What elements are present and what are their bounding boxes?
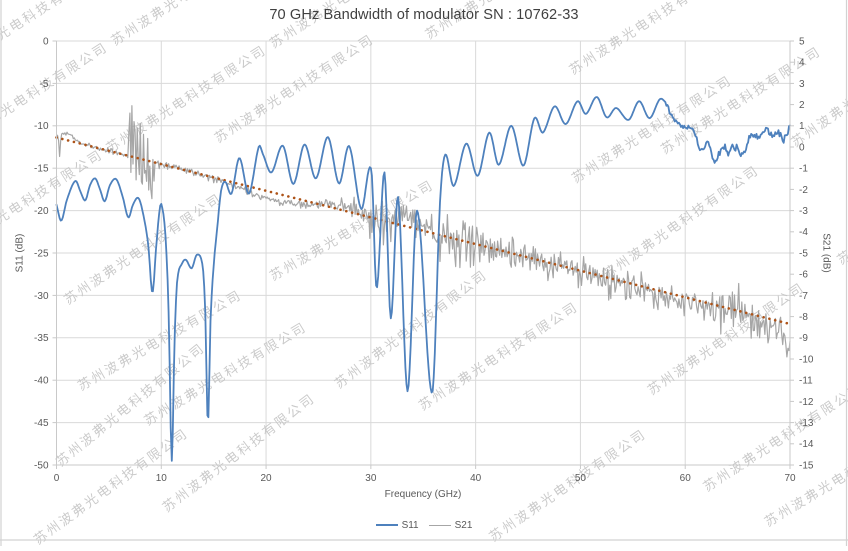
right-tick-label: -9: [799, 333, 808, 344]
right-tick-label: -4: [799, 227, 808, 238]
s11-curve: [55, 96, 791, 462]
legend-item-s11: S11: [375, 519, 419, 531]
left-tick-label: -35: [34, 333, 49, 344]
left-tick-label: -25: [34, 248, 49, 259]
right-tick-label: -12: [799, 397, 814, 408]
x-tick-label: 20: [261, 473, 273, 484]
axes-layer: [52, 40, 794, 469]
x-tick-label: 60: [680, 473, 692, 484]
right-tick-label: -6: [799, 270, 808, 281]
legend-label-s11: S11: [401, 519, 419, 531]
watermark-text: [702, 383, 848, 493]
right-tick-label: 3: [799, 79, 805, 90]
left-tick-label: -15: [34, 164, 49, 175]
x-axis-title: Frequency (GHz): [384, 489, 462, 500]
left-tick-label: -20: [34, 206, 49, 217]
x-tick-label: 10: [156, 473, 168, 484]
s21-trendline: [55, 136, 792, 326]
left-y-axis-title: S11 (dB): [14, 233, 26, 273]
left-tick-label: -50: [34, 460, 49, 471]
watermark-text: [570, 75, 730, 184]
right-y-axis-title: S21 (dB): [820, 233, 832, 273]
x-tick-label: 50: [575, 473, 587, 484]
left-tick-label: 0: [43, 36, 49, 47]
s21-curve: [55, 105, 791, 358]
right-tick-label: -14: [799, 439, 814, 450]
s11-line-swatch: [375, 524, 398, 526]
right-tick-label: -3: [799, 206, 808, 217]
legend-item-s21: S21: [428, 519, 473, 531]
watermark-text: [659, 46, 819, 155]
right-tick-label: -5: [799, 248, 808, 259]
right-tick-label: -2: [799, 185, 808, 196]
right-tick-label: -8: [799, 312, 808, 323]
x-tick-label: 70: [784, 473, 796, 484]
right-tick-label: -1: [799, 164, 808, 175]
right-tick-label: 0: [799, 142, 805, 153]
watermark-text: [0, 42, 106, 151]
x-tick-label: 0: [54, 473, 60, 484]
watermark-text: [213, 34, 373, 144]
chart-title: 70 GHz Bandwidth of modulator SN : 10762…: [269, 7, 579, 23]
left-tick-label: -40: [34, 376, 49, 387]
left-tick-label: -30: [34, 291, 49, 302]
right-tick-label: -15: [799, 460, 814, 471]
watermark-text: [268, 180, 432, 282]
left-tick-label: -5: [40, 79, 49, 90]
left-tick-label: -10: [34, 121, 49, 132]
watermark-text: [54, 343, 203, 467]
legend-label-s21: S21: [454, 519, 473, 531]
watermark-text: [417, 302, 577, 412]
x-tick-label: 40: [470, 473, 482, 484]
watermark-text: [601, 165, 757, 280]
x-tick-label: 30: [365, 473, 377, 484]
right-tick-label: -10: [799, 354, 814, 365]
right-tick-label: 2: [799, 100, 805, 111]
right-tick-label: -13: [799, 418, 814, 429]
right-tick-label: -7: [799, 291, 808, 302]
right-tick-label: 5: [799, 36, 805, 47]
legend: S11 S21: [0, 517, 848, 533]
series-layer: [55, 96, 792, 462]
left-tick-label: -45: [34, 418, 49, 429]
right-tick-label: 1: [799, 121, 805, 132]
s21-line-swatch: [428, 524, 451, 526]
right-tick-label: 4: [799, 58, 805, 69]
right-tick-label: -11: [799, 376, 813, 387]
tick-labels-layer: 0-5-10-15-20-25-30-35-40-45-50543210-1-2…: [34, 36, 814, 484]
